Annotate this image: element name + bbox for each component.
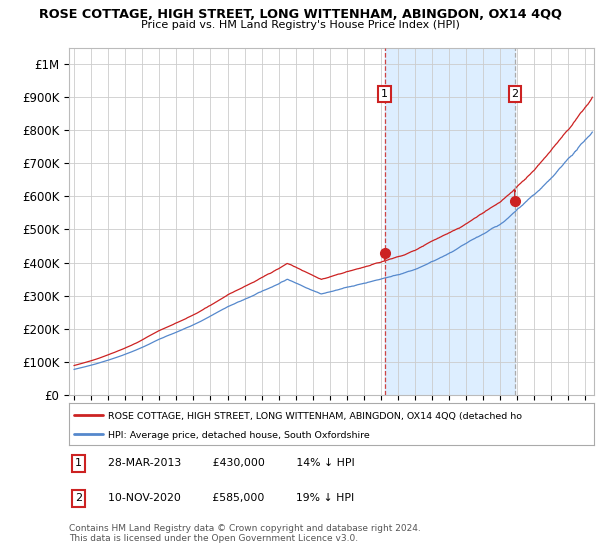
Text: ROSE COTTAGE, HIGH STREET, LONG WITTENHAM, ABINGDON, OX14 4QQ (detached ho: ROSE COTTAGE, HIGH STREET, LONG WITTENHA… [109,412,523,421]
Text: 28-MAR-2013         £430,000         14% ↓ HPI: 28-MAR-2013 £430,000 14% ↓ HPI [109,459,355,468]
Text: ROSE COTTAGE, HIGH STREET, LONG WITTENHAM, ABINGDON, OX14 4QQ: ROSE COTTAGE, HIGH STREET, LONG WITTENHA… [38,8,562,21]
Text: 2: 2 [75,493,82,503]
Text: Price paid vs. HM Land Registry's House Price Index (HPI): Price paid vs. HM Land Registry's House … [140,20,460,30]
Text: Contains HM Land Registry data © Crown copyright and database right 2024.
This d: Contains HM Land Registry data © Crown c… [69,524,421,543]
Text: HPI: Average price, detached house, South Oxfordshire: HPI: Average price, detached house, Sout… [109,431,370,441]
Text: 1: 1 [75,459,82,468]
Text: 10-NOV-2020         £585,000         19% ↓ HPI: 10-NOV-2020 £585,000 19% ↓ HPI [109,493,355,503]
Text: 1: 1 [381,89,388,99]
Text: 2: 2 [511,89,518,99]
Bar [385,48,515,395]
